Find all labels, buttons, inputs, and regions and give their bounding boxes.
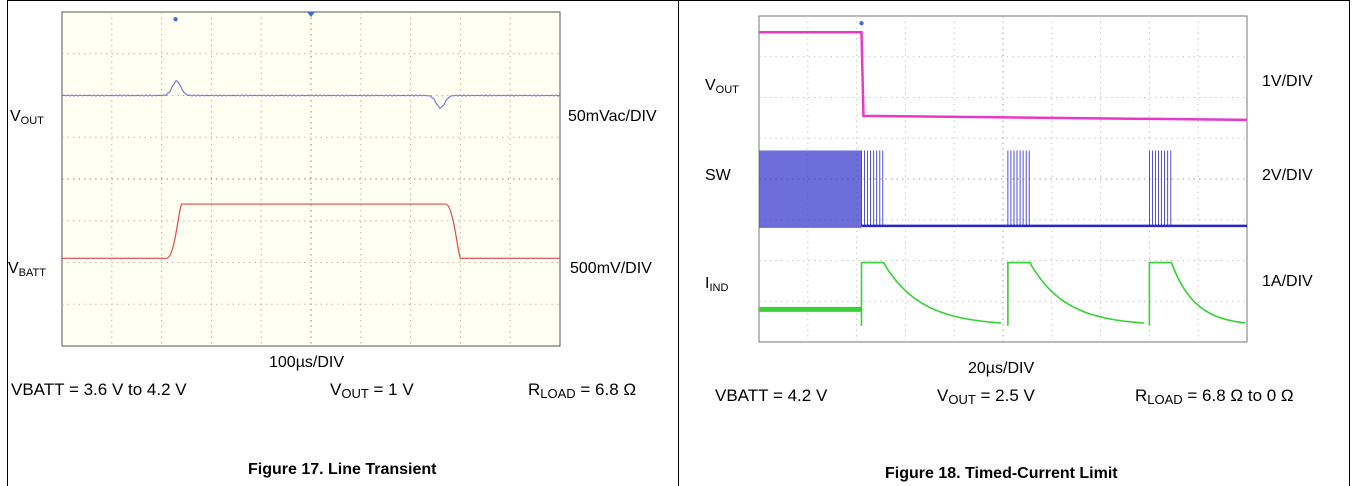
channel-scale-sw: 2V/DIV: [1262, 167, 1313, 184]
sw-switching-burst: [759, 150, 862, 228]
condition-vout: VOUT = 1 V: [330, 380, 414, 401]
condition-rload: RLOAD = 6.8 Ω: [528, 380, 637, 401]
channel-label-vout: VOUT: [705, 77, 739, 96]
figure-18-panel: ● VOUT SW IIND 1V/DIV 2V/DIV 1A/DIV 20µs…: [679, 0, 1349, 486]
scope-plot-timed-current-limit: ●: [758, 15, 1248, 343]
time-per-division: 100µs/DIV: [269, 354, 345, 371]
condition-rload: RLOAD = 6.8 Ω to 0 Ω: [1135, 386, 1294, 407]
sw-pulse-group: [1007, 150, 1030, 226]
figure-17-panel: ● VOUT VBATT 50mVac/DIV 500mV/DIV 100µs/…: [8, 0, 678, 486]
condition-vbatt: VBATT = 3.6 V to 4.2 V: [11, 380, 187, 399]
trace-vbatt: [62, 203, 560, 259]
figure-caption: Figure 18. Timed-Current Limit: [885, 465, 1118, 482]
trigger-marker: ●: [858, 18, 864, 29]
trace-vout: [61, 79, 561, 110]
channel-label-vout: VOUT: [10, 108, 44, 127]
channel-scale-vout: 50mVac/DIV: [568, 108, 657, 125]
sw-pulse-group: [861, 150, 884, 226]
channel-scale-vbatt: 500mV/DIV: [570, 260, 652, 277]
condition-vout: VOUT = 2.5 V: [937, 386, 1035, 407]
time-per-division: 20µs/DIV: [968, 360, 1035, 377]
channel-label-sw: SW: [705, 167, 731, 184]
sw-burst-texture: [758, 150, 862, 228]
trace-iind: [860, 261, 1246, 326]
channel-scale-vout: 1V/DIV: [1262, 73, 1313, 90]
channel-scale-iind: 1A/DIV: [1262, 273, 1313, 290]
trace-vout: [759, 31, 1248, 122]
channel-label-iind: IIND: [705, 275, 729, 294]
trigger-marker: ●: [173, 14, 179, 25]
condition-vbatt: VBATT = 4.2 V: [715, 386, 828, 405]
trigger-position-marker: [307, 12, 315, 17]
figure-caption: Figure 17. Line Transient: [248, 461, 437, 478]
scope-plot-line-transient: ●: [61, 11, 561, 347]
channel-label-vbatt: VBATT: [8, 260, 46, 279]
sw-pulse-group: [1149, 150, 1172, 226]
